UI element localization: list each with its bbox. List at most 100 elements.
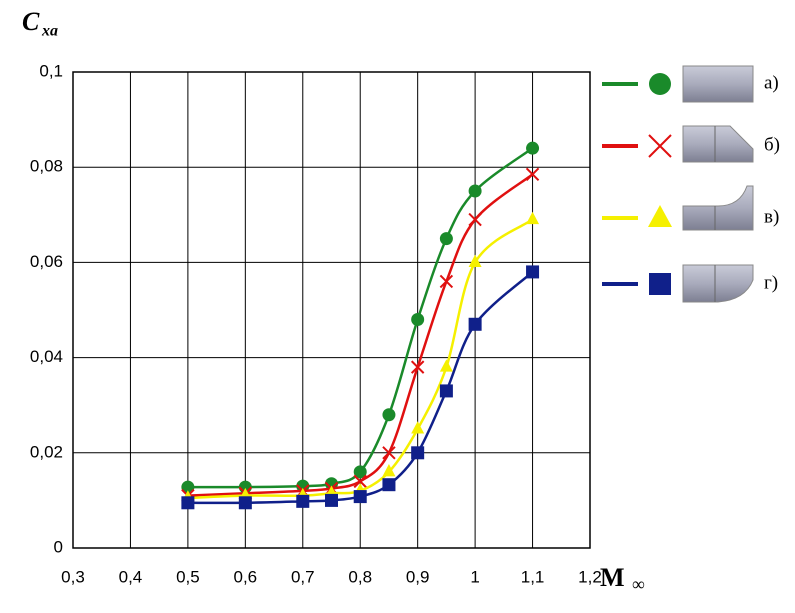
- x-tick-label: 0,3: [61, 567, 85, 586]
- marker: [353, 490, 367, 504]
- marker-circle: [181, 480, 195, 494]
- marker: [353, 465, 367, 479]
- marker: [468, 254, 482, 267]
- marker: [382, 408, 396, 422]
- x-tick-label: 0,9: [406, 567, 430, 586]
- marker-cross: [353, 474, 367, 489]
- marker: [526, 211, 540, 225]
- marker-cross: [439, 274, 454, 289]
- marker: [411, 421, 425, 434]
- x-tick-label: 0,6: [234, 567, 258, 586]
- marker-circle: [526, 141, 540, 155]
- shape-a: [682, 65, 754, 103]
- series-line: [187, 147, 534, 489]
- x-tick-label: 1,2: [578, 567, 602, 586]
- y-tick-label: 0: [54, 537, 63, 556]
- y-tick-label: 0,1: [39, 61, 63, 80]
- marker-cross: [382, 446, 396, 460]
- plot-frame: [72, 71, 591, 549]
- marker: [382, 478, 396, 492]
- y-tick-label: 0,08: [30, 157, 63, 176]
- legend-triangle: [648, 205, 672, 227]
- marker: [468, 212, 482, 227]
- legend-label: а): [764, 72, 779, 93]
- x-tick-label: 1: [470, 567, 479, 586]
- marker: [353, 474, 367, 489]
- marker-circle: [382, 408, 396, 422]
- marker: [181, 480, 195, 494]
- legend-label: г): [764, 272, 778, 293]
- marker-circle: [353, 465, 367, 479]
- marker-triangle: [526, 211, 540, 225]
- marker-cross: [468, 212, 482, 227]
- marker-triangle: [439, 359, 453, 372]
- marker: [382, 464, 396, 477]
- marker: [296, 479, 310, 493]
- y-tick-label: 0,06: [30, 252, 63, 271]
- marker: [526, 265, 540, 279]
- marker: [411, 446, 425, 460]
- marker-square: [439, 384, 453, 398]
- legend-label: в): [764, 206, 779, 227]
- marker: [439, 359, 453, 372]
- x-tick-label: 0,5: [176, 567, 200, 586]
- legend-circle: [649, 73, 671, 95]
- marker-circle: [411, 313, 425, 327]
- marker: [325, 493, 338, 507]
- series-line: [187, 270, 534, 505]
- legend-cross: [648, 134, 672, 158]
- marker: [411, 313, 425, 327]
- y-tick-label: 0,02: [30, 442, 63, 461]
- legend-marker: [649, 73, 671, 95]
- y-label-sub: xa: [41, 23, 58, 40]
- marker: [468, 184, 482, 198]
- marker: [468, 317, 482, 331]
- marker: [181, 496, 195, 510]
- y-label: C: [22, 7, 40, 36]
- legend-marker: [649, 273, 671, 295]
- marker: [238, 496, 252, 510]
- marker-square: [468, 317, 482, 331]
- marker-cross: [525, 167, 540, 182]
- legend-marker: [648, 134, 672, 158]
- marker: [525, 167, 540, 182]
- marker-cross: [410, 360, 425, 374]
- x-label: M: [600, 563, 625, 592]
- x-tick-label: 0,8: [348, 567, 372, 586]
- marker-circle: [439, 232, 453, 246]
- legend-label: б): [764, 134, 780, 155]
- marker-square: [296, 494, 310, 508]
- y-tick-label: 0,04: [30, 347, 63, 366]
- marker: [439, 274, 454, 289]
- x-tick-label: 0,4: [119, 567, 143, 586]
- marker-circle: [296, 479, 310, 493]
- marker-triangle: [411, 421, 425, 434]
- marker-circle: [468, 184, 482, 198]
- x-tick-label: 0,7: [291, 567, 315, 586]
- x-label-sub: ∞: [632, 574, 645, 594]
- shape-d: [682, 264, 754, 303]
- legend-square: [649, 273, 671, 295]
- marker-square: [411, 446, 425, 460]
- marker-square: [181, 496, 195, 510]
- marker-square: [325, 493, 338, 507]
- series-line: [187, 218, 534, 500]
- legend-shapes: [682, 65, 754, 303]
- marker-triangle: [382, 464, 396, 477]
- marker-square: [382, 478, 396, 492]
- marker-square: [238, 496, 252, 510]
- shape-c: [682, 185, 754, 231]
- marker: [439, 384, 453, 398]
- marker-triangle: [468, 254, 482, 267]
- shape-b: [682, 125, 754, 163]
- x-tick-label: 1,1: [521, 567, 545, 586]
- marker: [410, 360, 425, 374]
- marker: [382, 446, 396, 460]
- marker: [526, 141, 540, 155]
- marker-square: [526, 265, 540, 279]
- series-line: [187, 173, 534, 497]
- marker: [296, 494, 310, 508]
- marker-square: [353, 490, 367, 504]
